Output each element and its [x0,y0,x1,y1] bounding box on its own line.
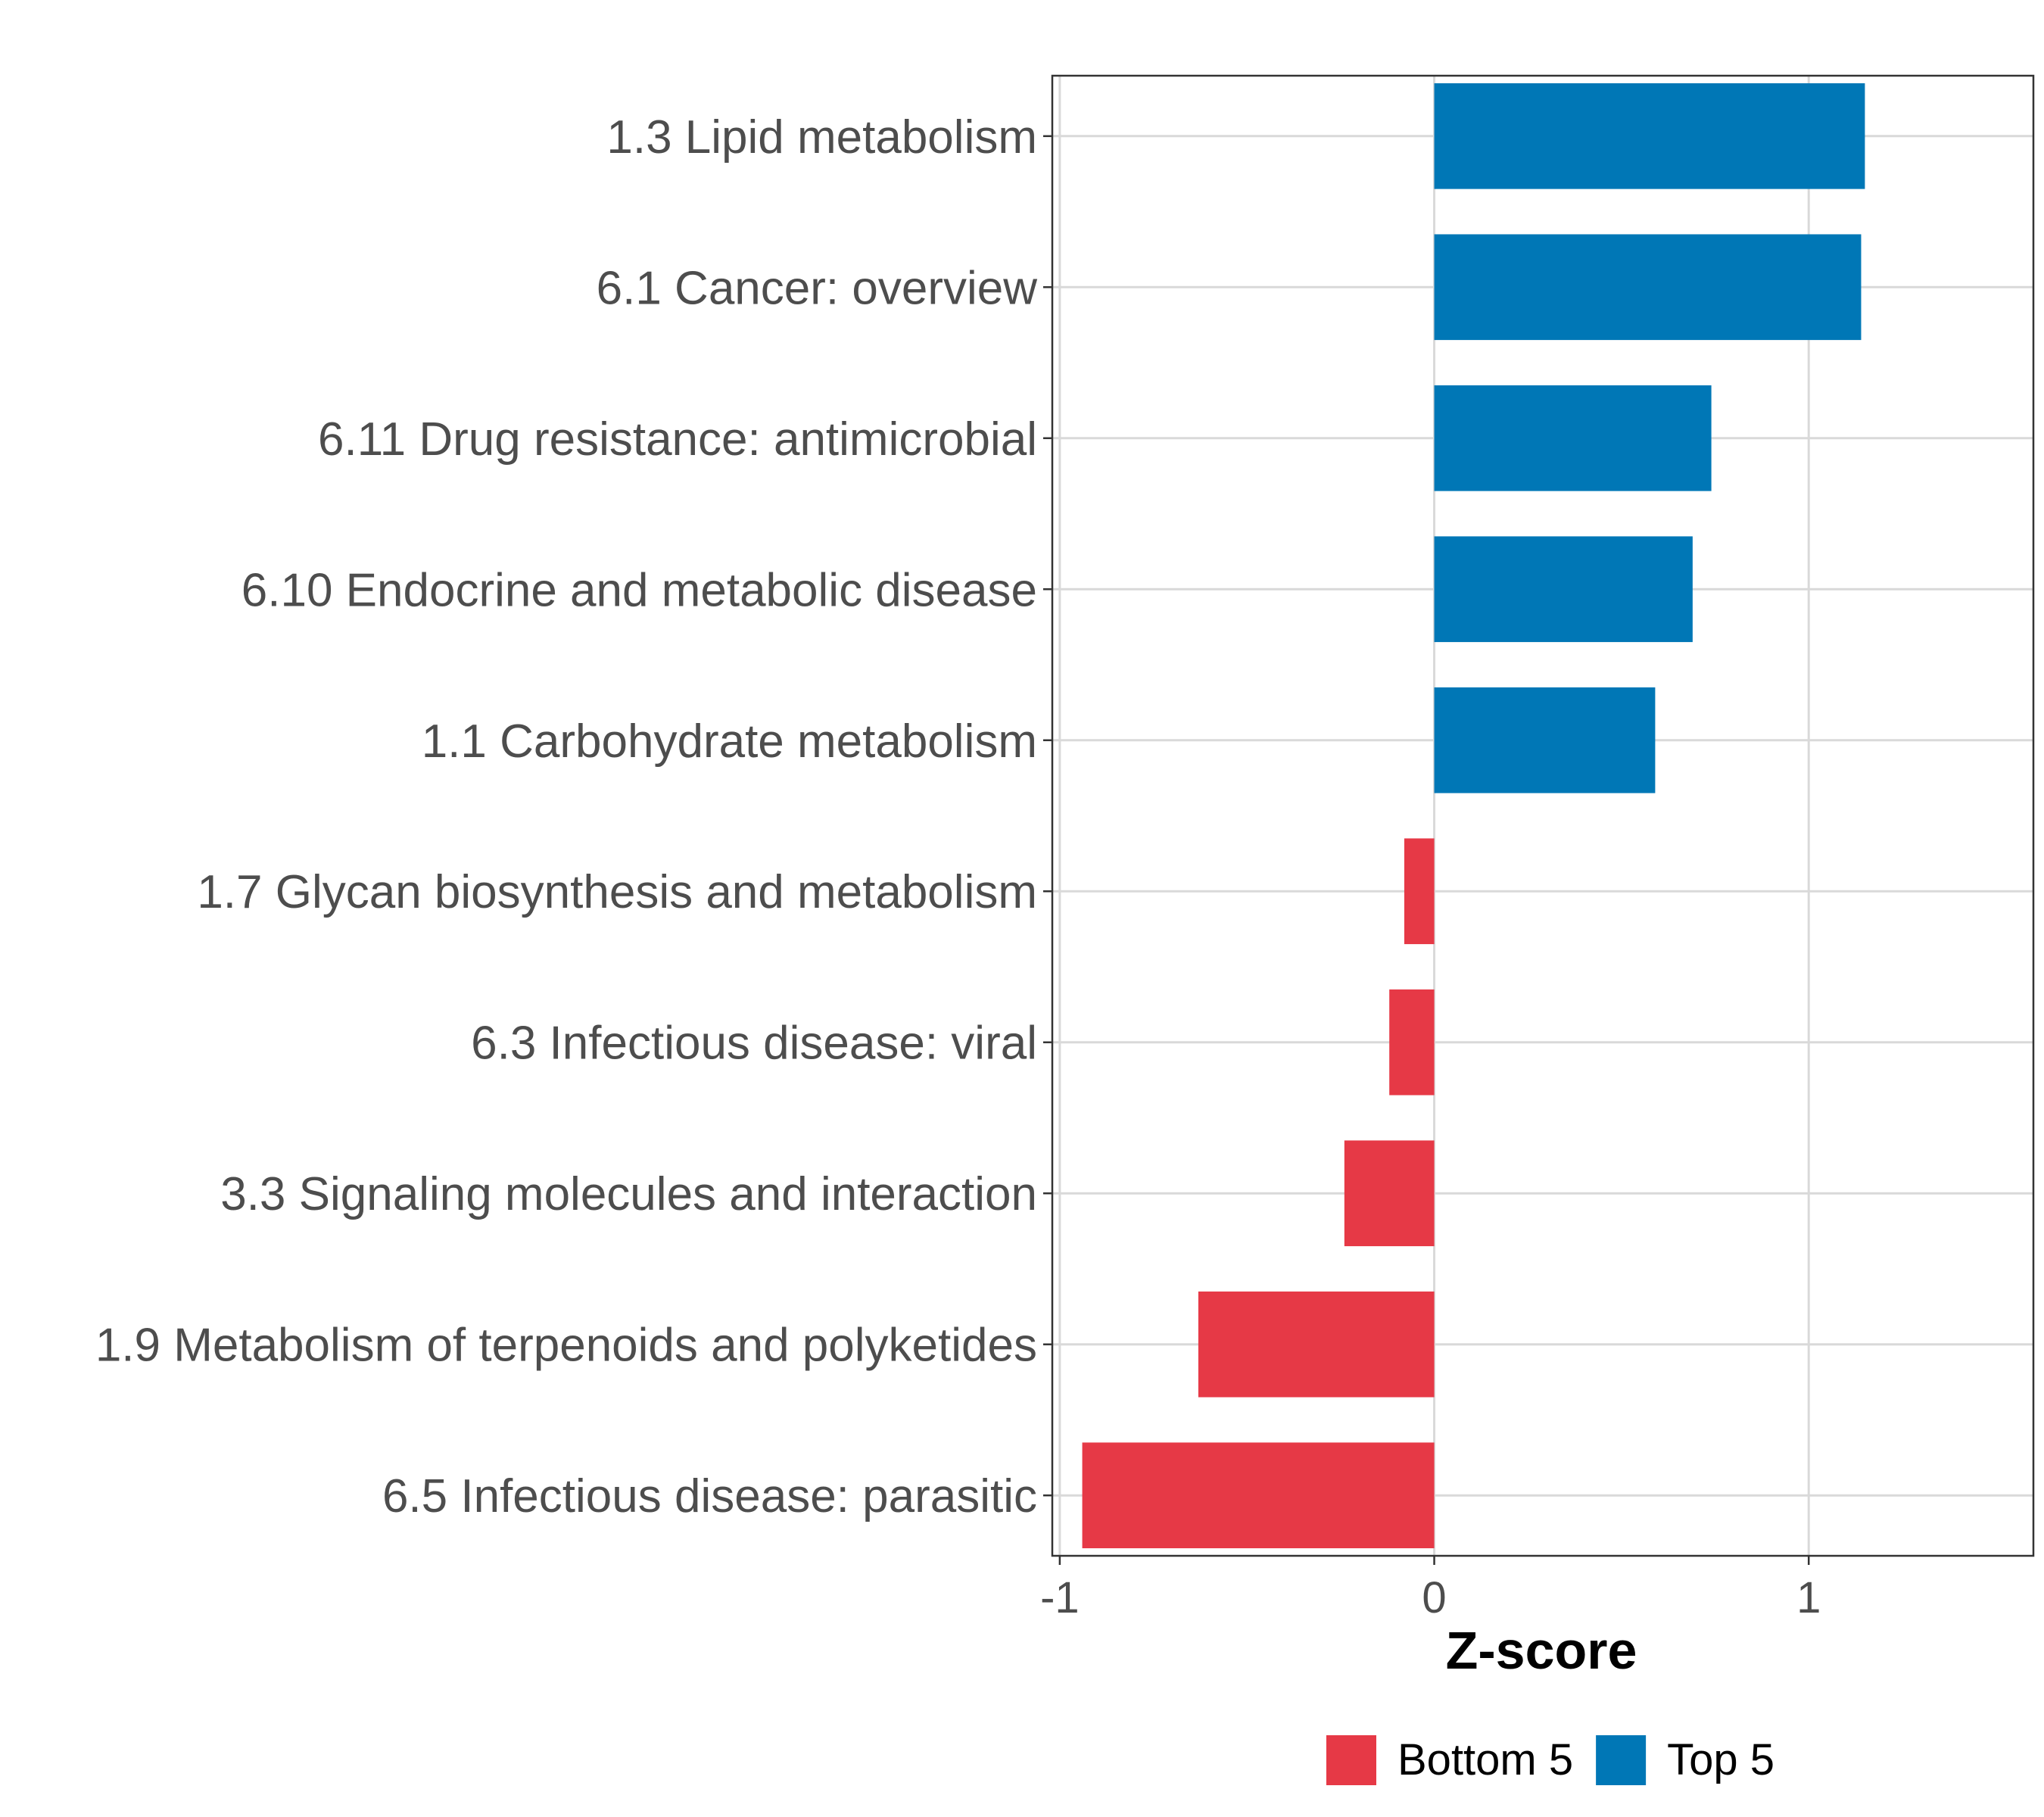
bar-7 [1389,989,1435,1095]
category-label: 6.3 Infectious disease: viral [471,1018,1037,1070]
legend: Bottom 5 Top 5 [1326,1735,1774,1785]
x-axis: -1 0 1 [1040,1556,1821,1622]
x-tick-label: 0 [1422,1573,1446,1622]
bars [1082,83,1865,1549]
legend-key-2 [1596,1735,1647,1785]
bar-9 [1198,1291,1435,1398]
bar-1 [1434,83,1865,189]
category-label: 1.9 Metabolism of terpenoids and polyket… [95,1320,1037,1372]
x-axis-title: Z-score [1446,1621,1637,1680]
category-label: 6.1 Cancer: overview [597,262,1038,314]
y-axis: 1.3 Lipid metabolism 6.1 Cancer: overview… [95,111,1052,1522]
bar-2 [1434,234,1862,341]
category-label: 1.7 Glycan biosynthesis and metabolism [197,866,1037,918]
bar-10 [1082,1442,1435,1549]
x-tick-label: -1 [1040,1573,1080,1622]
legend-label-1: Bottom 5 [1397,1735,1573,1784]
bar-6 [1404,838,1435,945]
bar-8 [1344,1140,1435,1247]
category-label: 6.10 Endocrine and metabolic disease [241,564,1037,616]
category-label: 6.5 Infectious disease: parasitic [382,1470,1037,1522]
category-label: 1.3 Lipid metabolism [606,111,1037,164]
bar-3 [1434,385,1712,491]
legend-key-1 [1326,1735,1376,1785]
category-label: 6.11 Drug resistance: antimicrobial [318,413,1037,466]
bar-5 [1434,687,1656,793]
category-label: 1.1 Carbohydrate metabolism [422,715,1037,768]
legend-label-2: Top 5 [1667,1735,1774,1784]
plot-panel-border [1051,74,2035,1557]
category-label: 3.3 Signaling molecules and interaction [220,1168,1037,1220]
bar-4 [1434,536,1693,643]
x-tick-label: 1 [1796,1573,1821,1622]
